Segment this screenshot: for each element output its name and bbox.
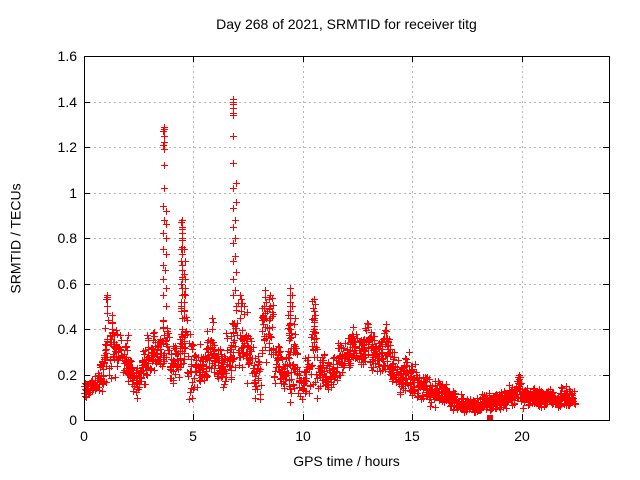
x-axis-label: GPS time / hours xyxy=(293,453,400,469)
y-tick-label: 0.8 xyxy=(57,230,77,246)
x-tick-label: 5 xyxy=(189,428,197,444)
y-tick-label: 0.2 xyxy=(57,367,77,383)
x-tick-label: 10 xyxy=(295,428,311,444)
outlier-point xyxy=(487,415,493,421)
y-tick-label: 1.4 xyxy=(57,94,77,110)
x-tick-label: 15 xyxy=(404,428,420,444)
y-tick-label: 1.6 xyxy=(57,48,77,64)
x-tick-label: 20 xyxy=(514,428,530,444)
chart-title: Day 268 of 2021, SRMTID for receiver tit… xyxy=(216,16,477,32)
data-points xyxy=(81,96,579,416)
x-tick-label: 0 xyxy=(80,428,88,444)
y-tick-label: 1.2 xyxy=(57,139,77,155)
y-tick-label: 0.6 xyxy=(57,276,77,292)
y-tick-label: 1 xyxy=(69,185,77,201)
y-tick-label: 0 xyxy=(69,412,77,428)
y-tick-label: 0.4 xyxy=(57,321,77,337)
